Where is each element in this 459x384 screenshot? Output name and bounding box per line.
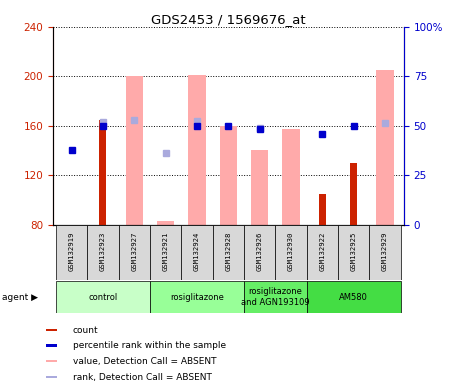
Bar (220, 126, 237, 225)
Bar (251, 151, 269, 225)
Bar (100, 119, 106, 225)
Bar (157, 221, 174, 225)
Bar (56, 281, 150, 313)
Text: rank, Detection Call = ABSENT: rank, Detection Call = ABSENT (73, 372, 212, 382)
Bar (338, 225, 369, 280)
Text: GSM132919: GSM132919 (68, 232, 75, 271)
Bar (150, 225, 181, 280)
Bar (45, 360, 57, 362)
Bar (376, 70, 394, 225)
Bar (307, 281, 401, 313)
Text: AM580: AM580 (339, 293, 368, 301)
Title: GDS2453 / 1569676_at: GDS2453 / 1569676_at (151, 13, 306, 26)
Text: GSM132928: GSM132928 (225, 232, 231, 271)
Bar (282, 129, 300, 225)
Text: GSM132923: GSM132923 (100, 232, 106, 271)
Bar (150, 281, 244, 313)
Bar (181, 225, 213, 280)
Bar (126, 76, 143, 225)
Text: GSM132922: GSM132922 (319, 232, 325, 271)
Bar (350, 163, 357, 225)
Text: GSM132930: GSM132930 (288, 232, 294, 271)
Bar (45, 376, 57, 378)
Text: agent ▶: agent ▶ (2, 293, 38, 301)
Text: rosiglitazone
and AGN193109: rosiglitazone and AGN193109 (241, 287, 310, 307)
Text: value, Detection Call = ABSENT: value, Detection Call = ABSENT (73, 357, 217, 366)
Bar (45, 329, 57, 331)
Text: percentile rank within the sample: percentile rank within the sample (73, 341, 226, 350)
Bar (213, 225, 244, 280)
Text: GSM132925: GSM132925 (351, 232, 357, 271)
Text: GSM132929: GSM132929 (382, 232, 388, 271)
Bar (244, 281, 307, 313)
Text: rosiglitazone: rosiglitazone (170, 293, 224, 301)
Text: control: control (88, 293, 118, 301)
Bar (87, 225, 118, 280)
Text: GSM132924: GSM132924 (194, 232, 200, 271)
Text: GSM132927: GSM132927 (131, 232, 137, 271)
Bar (56, 225, 87, 280)
Text: GSM132926: GSM132926 (257, 232, 263, 271)
Bar (319, 194, 326, 225)
Bar (244, 225, 275, 280)
Text: GSM132921: GSM132921 (162, 232, 168, 271)
Bar (369, 225, 401, 280)
Bar (188, 75, 206, 225)
Bar (45, 344, 57, 346)
Bar (275, 225, 307, 280)
Bar (307, 225, 338, 280)
Bar (118, 225, 150, 280)
Text: count: count (73, 326, 99, 334)
